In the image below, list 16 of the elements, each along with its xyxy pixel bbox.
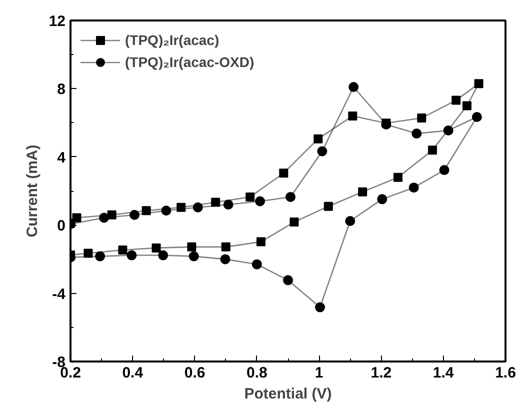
legend-label: (TPQ)₂Ir(acac-OXD): [125, 54, 254, 70]
y-tick-label: 0: [57, 218, 66, 235]
x-tick-label: 1.6: [495, 364, 516, 382]
x-tick-label: 1.2: [370, 364, 392, 382]
y-tick-label: 4: [57, 149, 66, 166]
x-axis-title: Potential (V): [244, 386, 332, 402]
y-tick-label: 12: [48, 13, 66, 30]
x-tick-label: 0.8: [246, 364, 268, 382]
x-tick-label: 0.4: [122, 364, 144, 382]
y-tick-label: 8: [57, 81, 66, 98]
x-tick-label: 1: [314, 364, 324, 382]
legend-label: (TPQ)₂Ir(acac): [125, 32, 220, 48]
x-tick-label: 0.6: [184, 364, 206, 382]
y-tick-label: -4: [52, 286, 66, 303]
x-tick-label: 1.4: [432, 364, 454, 382]
y-axis-title: Current (mA): [24, 144, 41, 238]
